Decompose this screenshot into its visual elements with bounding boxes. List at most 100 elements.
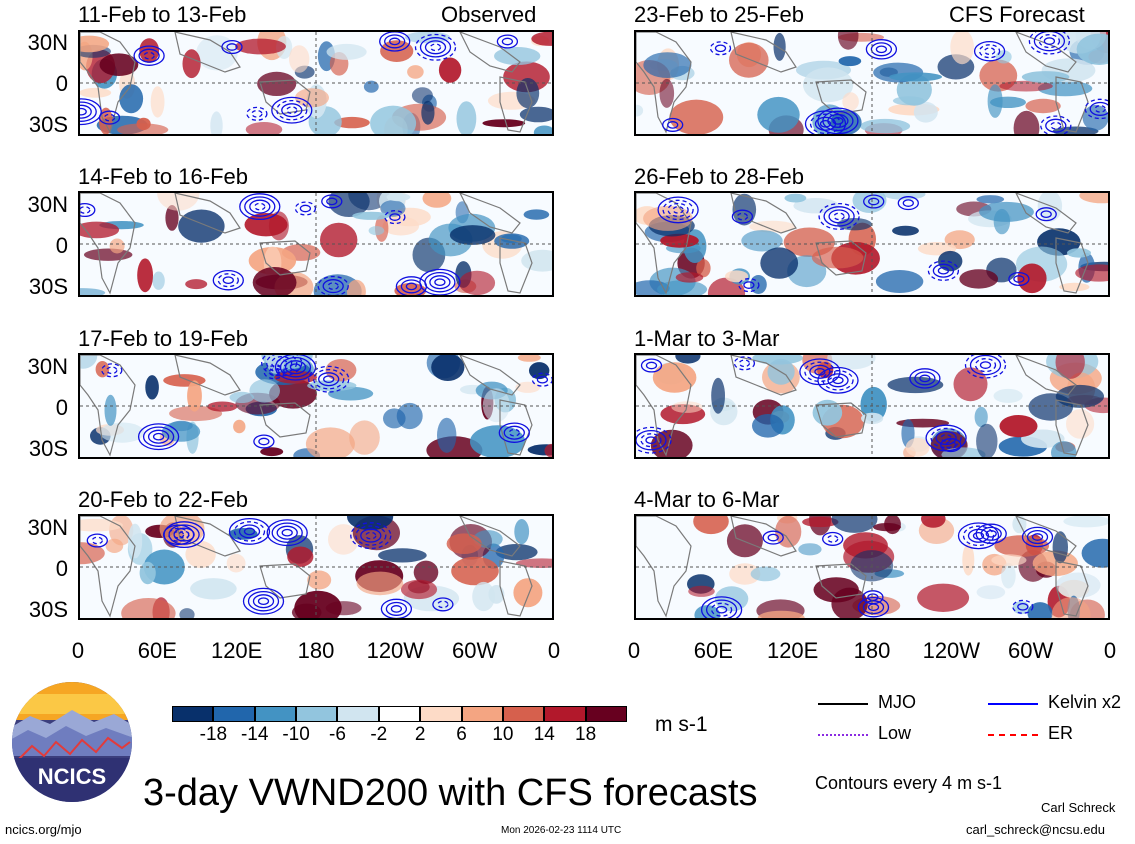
column-label-observed: Observed [441,2,537,27]
anomaly-blob [1063,516,1108,528]
author-email[interactable]: carl_schreck@ncsu.edu [966,822,1105,837]
anomaly-blob [953,367,988,402]
anomaly-blob [320,222,358,258]
coastline [459,32,521,73]
kelvin-contour [962,525,995,547]
kelvin-contour [733,356,756,371]
anomaly-blob [784,193,807,203]
x-tick-label: 120E [210,638,263,663]
anomaly-blob [349,420,380,455]
map-panel [78,353,554,459]
kelvin-contour [281,103,303,118]
kelvin-contour [284,360,307,375]
anomaly-blob [811,246,864,269]
kelvin-contour [937,266,950,275]
colorbar-tick-label: 10 [492,724,514,745]
kelvin-contour [80,98,102,126]
coastline [815,402,867,438]
anomaly-blob [185,279,208,290]
legend-line-low [818,734,868,736]
legend-label: ER [1048,723,1074,743]
kelvin-contour [498,422,530,443]
kelvin-contour [233,521,266,542]
anomaly-blob [291,603,322,618]
kelvin-contour [217,273,239,288]
anomaly-blob [976,195,1005,204]
coastline [636,32,692,134]
coastline [1015,193,1077,234]
kelvin-contour [419,37,452,58]
kelvin-contour [714,44,727,53]
kelvin-contour [429,275,451,290]
anomaly-blob [456,101,477,134]
colorbar-box [461,706,503,722]
colorbar-box [420,706,462,722]
anomaly-blob [150,86,165,118]
kelvin-contour [1017,602,1029,611]
anomaly-blob [80,35,110,53]
anomaly-blob [875,270,924,293]
kelvin-contour [266,355,298,374]
anomaly-blob [544,443,552,457]
panel-title: 11-Feb to 13-Feb [78,2,247,27]
map-panel [78,514,554,620]
kelvin-contour [326,197,338,206]
kelvin-contour [1013,275,1025,283]
anomaly-blob [1055,355,1085,379]
colorbar-box [378,706,421,722]
kelvin-contour [700,596,743,618]
map-panel [634,191,1110,297]
website-link[interactable]: ncics.org/mjo [5,822,82,837]
kelvin-contour [640,433,662,448]
kelvin-contour [91,536,103,545]
anomaly-blob [752,414,784,438]
kelvin-contour [868,197,880,206]
anomaly-blob [235,38,286,55]
anomaly-blob [137,258,153,293]
y-tick-label: 30S [28,597,68,622]
kelvin-contour [762,530,784,545]
coastline [174,193,241,234]
anomaly-blob [976,423,998,457]
kelvin-contour [226,43,238,51]
anomaly-blob [128,523,143,559]
coastline [459,355,521,396]
anomaly-blob [99,422,145,443]
x-tick-label: 180 [853,638,891,663]
kelvin-contour [501,37,514,46]
anomaly-blob [650,429,693,457]
kelvin-contour [828,209,850,224]
anomaly-blob [152,271,165,290]
kelvin-contour [327,282,339,290]
anomaly-blob [289,45,310,73]
kelvin-contour [271,355,293,371]
main-title: 3-day VWND200 with CFS forecasts [143,772,758,814]
anomaly-blob [693,516,729,535]
coastline [636,193,692,295]
kelvin-contour [286,106,298,115]
kelvin-contour [1040,115,1072,134]
coastline [174,355,241,396]
anomaly-blob [675,355,701,364]
kelvin-contour [253,434,275,449]
kelvin-contour [1033,32,1066,52]
kelvin-contour [1008,271,1030,287]
kelvin-contour [496,34,519,49]
anomaly-blob [178,209,225,243]
anomaly-blob [513,578,543,608]
kelvin-contour [299,204,312,213]
anomaly-blob [207,401,238,412]
coastline [80,516,136,618]
anomaly-blob [80,288,106,295]
anomaly-blob [643,205,693,231]
kelvin-contour [738,359,751,368]
kelvin-contour [276,99,308,121]
colorbar-box [337,706,379,722]
anomaly-blob [1032,550,1078,577]
kelvin-contour [249,199,271,214]
x-tick-label: 60W [452,638,498,663]
anomaly-blob [1013,110,1040,134]
anomaly-blob [842,92,859,111]
y-tick-label: 30S [28,112,68,137]
x-tick-label: 180 [297,638,335,663]
